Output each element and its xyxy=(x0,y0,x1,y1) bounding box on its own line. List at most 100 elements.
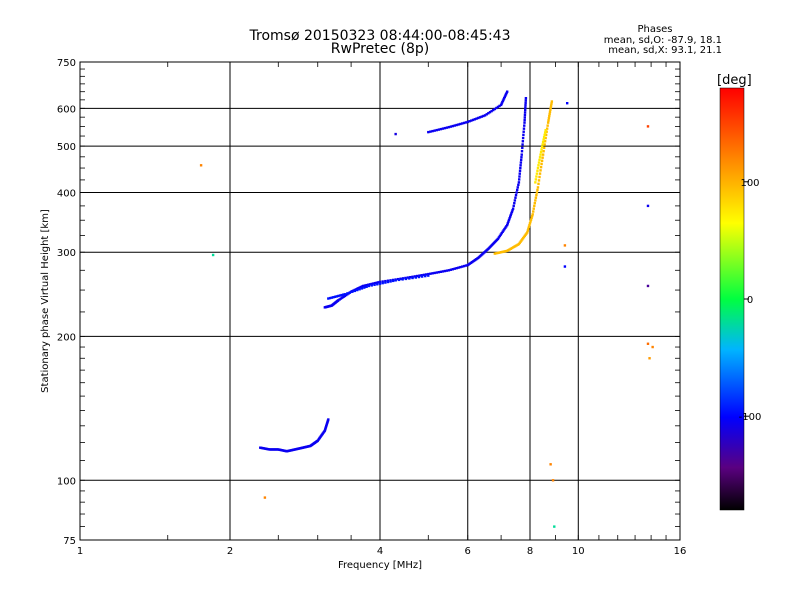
trace-point xyxy=(457,266,460,269)
trace-point xyxy=(547,117,551,120)
trace-point xyxy=(427,274,430,277)
scatter-point xyxy=(651,345,654,349)
trace-point xyxy=(391,279,395,283)
x-tick-label: 8 xyxy=(527,546,533,557)
trace-point xyxy=(534,199,537,202)
trace-point xyxy=(370,282,373,286)
trace-point xyxy=(511,209,514,212)
scatter-point xyxy=(199,164,203,167)
trace-point xyxy=(531,213,534,216)
trace-point xyxy=(539,165,543,169)
trace-point xyxy=(527,227,530,230)
trace-point xyxy=(523,124,526,127)
trace-point xyxy=(338,294,342,297)
trace-point xyxy=(538,158,541,162)
trace-point xyxy=(424,274,427,278)
trace-point xyxy=(365,283,368,287)
trace-point xyxy=(501,100,504,104)
trace-point xyxy=(414,276,418,279)
trace-point xyxy=(373,283,376,287)
trace-point xyxy=(521,136,525,140)
trace-point xyxy=(418,274,421,277)
trace-point xyxy=(523,121,526,124)
trace-point xyxy=(346,292,349,295)
trace-point xyxy=(543,131,547,134)
x-tick-label: 10 xyxy=(572,546,585,557)
trace-point xyxy=(470,119,473,122)
phases-line-o: mean, sd,O: -87.9, 18.1 xyxy=(604,35,722,46)
trace-point xyxy=(524,99,527,102)
trace-point xyxy=(433,271,436,275)
trace-point xyxy=(507,218,511,222)
trace-point xyxy=(461,265,464,268)
trace-point xyxy=(363,284,367,287)
trace-point xyxy=(520,150,524,153)
trace-point xyxy=(408,277,411,280)
trace-point xyxy=(459,265,462,269)
trace-point xyxy=(451,124,455,128)
trace-point xyxy=(503,227,506,231)
grid xyxy=(80,62,680,540)
trace-point xyxy=(509,213,512,217)
trace-point xyxy=(523,118,526,122)
y-tick-label: 300 xyxy=(57,248,76,259)
trace-point xyxy=(532,207,535,210)
trace-point xyxy=(537,182,540,186)
trace-point xyxy=(523,116,526,119)
trace-point xyxy=(543,140,547,143)
trace-point xyxy=(498,104,501,108)
trace-point xyxy=(521,146,524,150)
trace-point xyxy=(459,122,462,126)
colorbar-tick-label: 0 xyxy=(747,295,753,306)
data-traces xyxy=(259,90,554,453)
trace-point xyxy=(342,293,345,296)
trace-point xyxy=(544,133,548,137)
trace-point xyxy=(351,290,354,293)
trace-point xyxy=(510,212,513,215)
trace-point xyxy=(519,166,522,170)
trace-point xyxy=(455,266,458,270)
trace-point xyxy=(447,269,451,272)
trace-point xyxy=(549,104,553,107)
trace-point xyxy=(535,172,539,175)
trace-point xyxy=(544,128,547,132)
trace-point xyxy=(377,281,380,284)
trace-point xyxy=(367,284,371,288)
trace-point xyxy=(534,196,538,199)
trace-point xyxy=(520,156,523,159)
trace-point xyxy=(361,284,365,288)
trace-point xyxy=(497,251,500,254)
trace-point xyxy=(494,252,498,255)
trace-point xyxy=(437,128,441,131)
trace-point xyxy=(451,268,455,271)
trace-point xyxy=(344,293,348,297)
trace-point xyxy=(337,294,340,298)
trace-point xyxy=(541,156,544,159)
trace-point xyxy=(542,146,546,150)
trace-point xyxy=(496,237,500,241)
trace-point xyxy=(505,90,509,93)
trace-point xyxy=(477,116,480,120)
trace-point xyxy=(549,106,552,109)
trace-point xyxy=(498,251,502,254)
trace-point xyxy=(527,225,531,229)
trace-point xyxy=(500,102,503,105)
trace-point xyxy=(521,143,524,146)
trace-point xyxy=(384,281,387,284)
trace-point xyxy=(478,116,482,119)
trace-point xyxy=(535,175,538,178)
trace-point xyxy=(340,293,343,297)
scatter-point xyxy=(646,204,650,208)
trace-point xyxy=(343,293,347,296)
scatter-point xyxy=(549,463,552,466)
trace-point xyxy=(539,150,543,154)
scatter-point xyxy=(646,125,650,128)
trace-point xyxy=(443,126,447,130)
trace-point xyxy=(373,281,377,285)
trace-point xyxy=(542,136,546,139)
trace-point xyxy=(513,201,516,205)
y-tick-label: 100 xyxy=(57,476,76,487)
trace-point xyxy=(341,296,344,299)
trace-point xyxy=(445,126,449,129)
trace-point xyxy=(443,269,447,273)
